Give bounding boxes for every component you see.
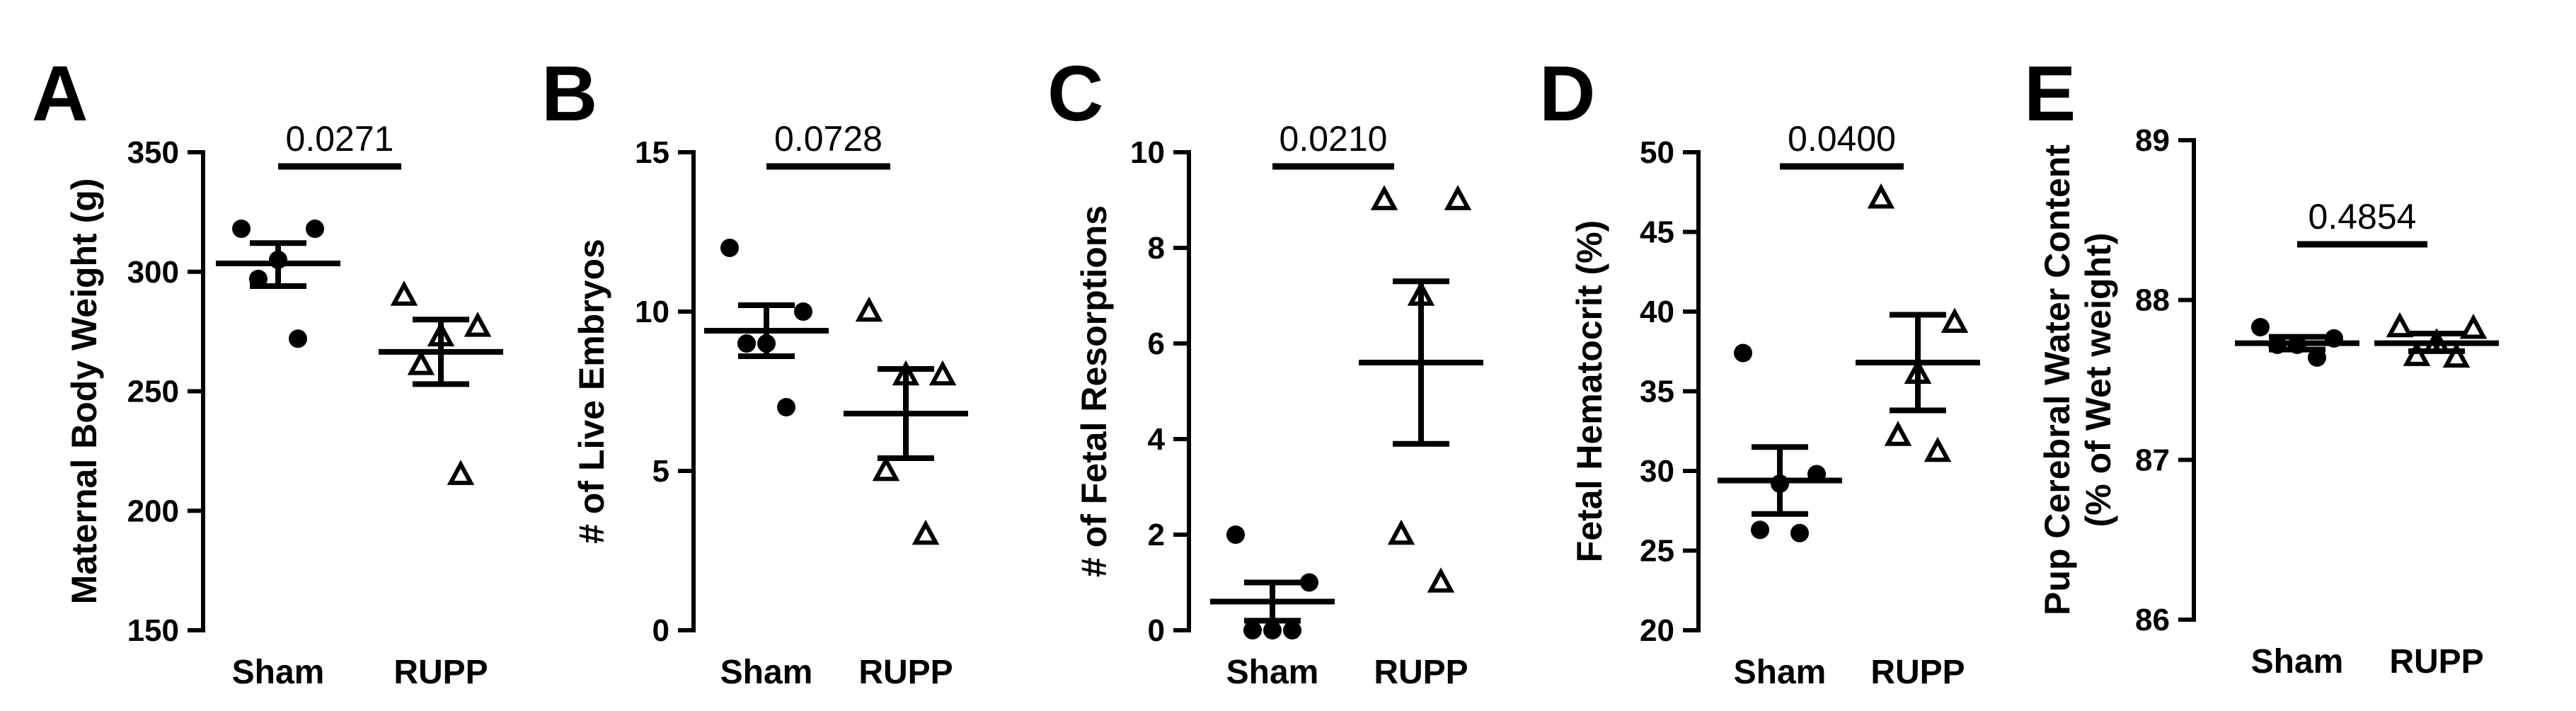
y-tick-label: 30 [1640,454,1674,489]
y-tick-label: 2 [1148,518,1165,552]
panel-letter: B [541,50,597,137]
data-point-triangle [912,519,940,545]
y-axis-label: Fetal Hematocrit (%) [1570,220,1609,562]
y-tick-label: 5 [652,454,669,489]
y-tick-label: 50 [1640,135,1674,170]
data-point-circle [1300,573,1318,592]
y-tick-label: 4 [1148,422,1166,457]
p-value-label: 0.0728 [774,119,882,159]
panel-letter: E [2024,50,2076,137]
data-point-triangle [464,312,492,337]
data-point-circle [1263,621,1282,639]
p-value-label: 0.0210 [1280,119,1388,159]
y-tick-label: 45 [1640,215,1674,250]
data-point-triangle [2403,341,2431,366]
y-axis-label: Pup Cerebral Water Content [2037,144,2077,615]
y-tick-label: 20 [1640,613,1674,648]
y-axis-label: (% of Wet weight) [2078,233,2118,528]
x-category-label: RUPP [393,654,488,691]
y-tick-label: 350 [127,135,179,170]
p-value-label: 0.4854 [2308,197,2417,237]
y-tick-label: 25 [1640,534,1674,569]
y-tick-label: 35 [1640,375,1674,409]
p-value-label: 0.0271 [286,119,394,159]
data-point-circle [1283,621,1301,639]
y-tick-label: 89 [2135,123,2170,158]
data-point-circle [737,334,756,353]
data-point-triangle [407,350,435,375]
y-tick-label: 0 [1148,613,1165,648]
panel-letter: A [32,50,88,137]
data-point-circle [1243,621,1262,639]
data-point-triangle [1444,185,1472,210]
data-point-triangle [1940,307,1969,333]
data-point-circle [1751,521,1769,540]
y-axis-label: # of Live Embryos [572,239,611,544]
data-point-circle [306,220,324,238]
y-tick-label: 200 [127,494,179,528]
y-axis-label: Maternal Body Weight (g) [64,178,104,605]
panel-e: E Pup Cerebral Water Content (% of Wet wei… [2024,50,2499,681]
data-point-circle [1790,523,1809,542]
data-point-circle [2251,318,2270,337]
panel-letter: C [1047,50,1103,137]
data-point-circle [289,329,307,348]
data-point-triangle [1884,421,1912,446]
y-axis-label: # of Fetal Resorptions [1074,205,1114,577]
y-tick-label: 88 [2135,283,2170,318]
y-tick-label: 10 [1130,135,1165,170]
panel-a: A Maternal Body Weight (g) 150 200 250 300 350… [32,50,503,691]
panel-b: B # of Live Embryos 0 5 10 15 Sham RUPP 0.0728 [541,50,968,691]
y-tick-label: 86 [2135,603,2170,637]
x-category-label: RUPP [858,654,953,691]
data-point-triangle [1427,567,1455,593]
y-tick-label: 8 [1148,231,1165,266]
y-tick-label: 6 [1148,326,1165,361]
y-tick-label: 150 [127,613,179,648]
y-tick-label: 10 [635,295,669,329]
data-point-triangle [872,455,900,482]
data-point-circle [1734,343,1752,363]
data-point-circle [232,220,251,238]
y-tick-label: 87 [2135,443,2170,477]
data-point-triangle [1387,519,1415,545]
x-category-label: Sham [1226,654,1319,691]
data-point-triangle [390,280,418,306]
x-category-label: Sham [2251,643,2344,681]
data-point-triangle [928,360,957,386]
y-tick-label: 0 [652,613,669,648]
x-category-label: RUPP [1870,654,1965,691]
y-tick-label: 300 [127,255,179,290]
data-point-triangle [2442,342,2471,368]
x-category-label: Sham [1734,654,1827,691]
data-point-circle [794,302,812,321]
data-point-circle [777,398,795,416]
panel-c: C # of Fetal Resorptions 0 2 4 6 8 10 Sham RUPP 0.… [1047,50,1483,691]
data-point-circle [720,239,739,257]
data-point-circle [1226,525,1245,544]
x-category-label: RUPP [1374,654,1468,691]
data-point-triangle [855,296,883,322]
data-point-triangle [1867,183,1895,209]
data-point-circle [2308,348,2326,367]
y-tick-label: 40 [1640,295,1674,329]
x-category-label: Sham [720,654,813,691]
x-category-label: Sham [232,654,325,691]
data-point-triangle [2459,313,2488,339]
y-tick-label: 250 [127,375,179,409]
x-category-label: RUPP [2389,643,2483,681]
data-point-triangle [1370,185,1398,210]
panel-d: D Fetal Hematocrit (%) 20 25 30 35 40 45 50 Sham R… [1539,50,1980,691]
p-value-label: 0.0400 [1788,119,1896,159]
y-tick-label: 15 [635,135,669,170]
data-point-triangle [447,460,475,485]
panel-letter: D [1539,50,1595,137]
data-point-triangle [2386,312,2414,338]
data-point-triangle [1924,436,1952,462]
